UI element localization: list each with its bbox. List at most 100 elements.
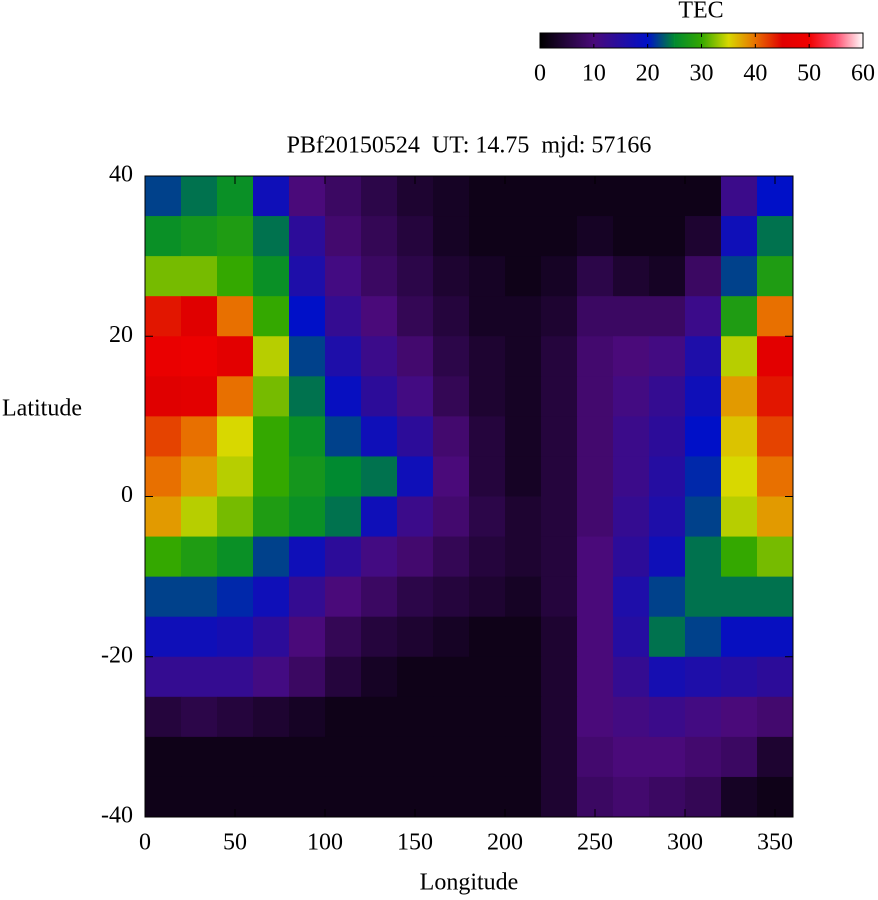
heatmap-cell	[325, 496, 362, 538]
heatmap-cell	[253, 336, 290, 377]
y-axis-label: Latitude	[2, 396, 82, 422]
heatmap-cell	[757, 296, 794, 337]
colorbar-tick-label: 0	[534, 61, 546, 87]
heatmap-cell	[505, 696, 542, 738]
heatmap-cell	[361, 376, 398, 417]
heatmap-cell	[217, 656, 254, 698]
heatmap-cell	[181, 296, 218, 337]
heatmap-cell	[289, 336, 326, 377]
heatmap-cell	[361, 656, 398, 698]
heatmap-cell	[649, 456, 686, 497]
heatmap-cell	[685, 576, 722, 618]
heatmap-cell	[361, 256, 398, 297]
heatmap-cell	[289, 496, 326, 538]
heatmap-cell	[541, 216, 578, 257]
heatmap-cell	[361, 776, 398, 818]
heatmap-cell	[469, 656, 506, 698]
heatmap-cell	[325, 656, 362, 698]
colorbar-label: TEC	[678, 0, 723, 24]
heatmap-cell	[541, 736, 578, 778]
heatmap-cell	[721, 336, 758, 377]
heatmap-cell	[325, 296, 362, 337]
heatmap-cell	[145, 496, 182, 538]
heatmap-cell	[541, 576, 578, 618]
heatmap-cell	[433, 256, 470, 297]
heatmap-cell	[469, 536, 506, 578]
heatmap-cell	[721, 736, 758, 778]
heatmap-cell	[253, 656, 290, 698]
heatmap-cell	[145, 576, 182, 618]
heatmap-cell	[685, 496, 722, 538]
heatmap-cell	[253, 496, 290, 538]
heatmap-cells	[145, 176, 794, 818]
heatmap-cell	[469, 456, 506, 497]
heatmap-cell	[721, 216, 758, 257]
heatmap-cell	[685, 376, 722, 417]
heatmap-cell	[145, 456, 182, 497]
colorbar-segment	[540, 33, 595, 48]
heatmap-cell	[505, 296, 542, 337]
heatmap-cell	[397, 256, 434, 297]
x-tick-label: 100	[307, 830, 343, 856]
heatmap-cell	[577, 576, 614, 618]
heatmap-cell	[649, 216, 686, 257]
x-tick-label: 150	[397, 830, 433, 856]
heatmap-cell	[361, 496, 398, 538]
chart-title: PBf20150524 UT: 14.75 mjd: 57166	[287, 133, 652, 159]
heatmap-cell	[289, 736, 326, 778]
heatmap-cell	[613, 496, 650, 538]
heatmap-cell	[721, 536, 758, 578]
heatmap-cell	[289, 176, 326, 217]
heatmap-cell	[649, 336, 686, 377]
heatmap-cell	[649, 256, 686, 297]
heatmap-cell	[541, 696, 578, 738]
colorbar-segment	[782, 33, 810, 48]
heatmap-cell	[721, 376, 758, 417]
x-tick-label: 0	[139, 830, 151, 856]
colorbar-tick-label: 10	[582, 61, 606, 87]
heatmap-cell	[253, 176, 290, 217]
heatmap-cell	[217, 376, 254, 417]
heatmap-cell	[613, 256, 650, 297]
heatmap-cell	[505, 536, 542, 578]
heatmap-cell	[541, 416, 578, 457]
heatmap-cell	[469, 296, 506, 337]
heatmap-cell	[361, 536, 398, 578]
heatmap-cell	[685, 696, 722, 738]
heatmap-cell	[361, 416, 398, 457]
x-tick-label: 200	[487, 830, 523, 856]
heatmap-cell	[325, 776, 362, 818]
heatmap-cell	[361, 616, 398, 658]
heatmap-cell	[217, 536, 254, 578]
heatmap-cell	[577, 296, 614, 337]
heatmap-cell	[613, 416, 650, 457]
heatmap-cell	[541, 536, 578, 578]
heatmap-cell	[433, 616, 470, 658]
heatmap-cell	[613, 656, 650, 698]
heatmap-cell	[361, 216, 398, 257]
heatmap-cell	[397, 576, 434, 618]
heatmap-cell	[397, 376, 434, 417]
heatmap-cell	[289, 216, 326, 257]
heatmap-cell	[253, 536, 290, 578]
heatmap-cell	[289, 656, 326, 698]
heatmap-cell	[757, 656, 794, 698]
heatmap-cell	[325, 616, 362, 658]
heatmap-cell	[433, 736, 470, 778]
heatmap-cell	[505, 176, 542, 217]
heatmap-cell	[217, 296, 254, 337]
y-tick-label: 0	[121, 482, 133, 508]
heatmap-cell	[145, 416, 182, 457]
heatmap-cell	[613, 616, 650, 658]
heatmap-cell	[757, 256, 794, 297]
heatmap-cell	[289, 696, 326, 738]
heatmap-cell	[757, 456, 794, 497]
heatmap-cell	[145, 256, 182, 297]
heatmap-cell	[577, 656, 614, 698]
x-tick-label: 300	[667, 830, 703, 856]
heatmap-cell	[397, 456, 434, 497]
heatmap-cell	[217, 496, 254, 538]
heatmap-cell	[541, 656, 578, 698]
x-tick-label: 350	[757, 830, 793, 856]
